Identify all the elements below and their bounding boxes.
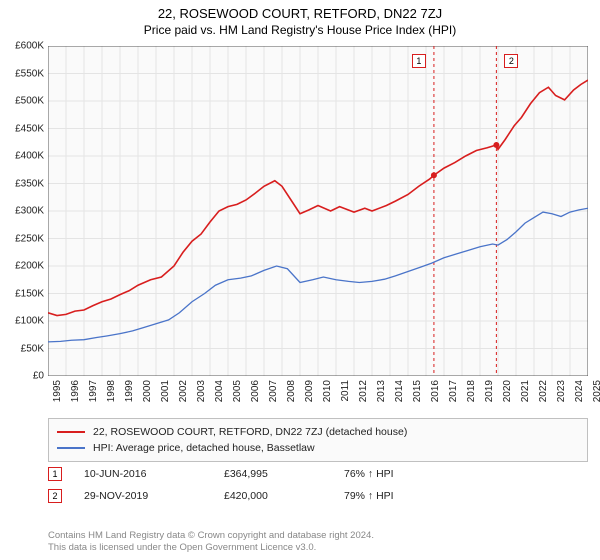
ytick-label: £500K bbox=[0, 96, 44, 107]
ytick-label: £450K bbox=[0, 123, 44, 134]
xtick-label: 2018 bbox=[466, 380, 477, 402]
xtick-label: 2019 bbox=[484, 380, 495, 402]
ytick-label: £600K bbox=[0, 41, 44, 52]
sale-row-2: 2 29-NOV-2019 £420,000 79% ↑ HPI bbox=[48, 486, 588, 506]
xtick-label: 2009 bbox=[304, 380, 315, 402]
sale-rows: 1 10-JUN-2016 £364,995 76% ↑ HPI 2 29-NO… bbox=[48, 462, 588, 506]
legend-swatch-hpi bbox=[57, 447, 85, 449]
ytick-label: £100K bbox=[0, 316, 44, 327]
sale-date-2: 29-NOV-2019 bbox=[84, 490, 224, 502]
legend-row-hpi: HPI: Average price, detached house, Bass… bbox=[57, 440, 579, 456]
xtick-label: 1999 bbox=[124, 380, 135, 402]
ytick-label: £150K bbox=[0, 288, 44, 299]
ytick-label: £550K bbox=[0, 68, 44, 79]
legend-row-property: 22, ROSEWOOD COURT, RETFORD, DN22 7ZJ (d… bbox=[57, 424, 579, 440]
title-subtitle: Price paid vs. HM Land Registry's House … bbox=[0, 23, 600, 37]
xtick-label: 1996 bbox=[70, 380, 81, 402]
sale-callout-2: 2 bbox=[504, 54, 518, 68]
xtick-label: 2022 bbox=[538, 380, 549, 402]
xtick-label: 2006 bbox=[250, 380, 261, 402]
xtick-label: 2025 bbox=[592, 380, 600, 402]
xtick-label: 2011 bbox=[340, 380, 351, 402]
xtick-label: 2014 bbox=[394, 380, 405, 402]
xtick-label: 2023 bbox=[556, 380, 567, 402]
xtick-label: 2004 bbox=[214, 380, 225, 402]
xtick-label: 1998 bbox=[106, 380, 117, 402]
xtick-label: 2005 bbox=[232, 380, 243, 402]
xtick-label: 2015 bbox=[412, 380, 423, 402]
legend-label-property: 22, ROSEWOOD COURT, RETFORD, DN22 7ZJ (d… bbox=[93, 426, 407, 438]
title-block: 22, ROSEWOOD COURT, RETFORD, DN22 7ZJ Pr… bbox=[0, 0, 600, 37]
xtick-label: 2008 bbox=[286, 380, 297, 402]
sale-hpi-2: 79% ↑ HPI bbox=[344, 490, 464, 502]
xtick-label: 2013 bbox=[376, 380, 387, 402]
ytick-label: £200K bbox=[0, 261, 44, 272]
xtick-label: 2020 bbox=[502, 380, 513, 402]
chart-plot-area bbox=[48, 46, 588, 376]
xtick-label: 2010 bbox=[322, 380, 333, 402]
xtick-label: 2002 bbox=[178, 380, 189, 402]
legend-swatch-property bbox=[57, 431, 85, 433]
ytick-label: £350K bbox=[0, 178, 44, 189]
footer: Contains HM Land Registry data © Crown c… bbox=[48, 530, 588, 554]
xtick-label: 2024 bbox=[574, 380, 585, 402]
ytick-label: £0 bbox=[0, 371, 44, 382]
chart-container: 22, ROSEWOOD COURT, RETFORD, DN22 7ZJ Pr… bbox=[0, 0, 600, 560]
xtick-label: 2012 bbox=[358, 380, 369, 402]
sale-callout-1: 1 bbox=[412, 54, 426, 68]
sale-price-1: £364,995 bbox=[224, 468, 344, 480]
xtick-label: 2007 bbox=[268, 380, 279, 402]
legend: 22, ROSEWOOD COURT, RETFORD, DN22 7ZJ (d… bbox=[48, 418, 588, 462]
legend-label-hpi: HPI: Average price, detached house, Bass… bbox=[93, 442, 315, 454]
xtick-label: 2001 bbox=[160, 380, 171, 402]
footer-line-2: This data is licensed under the Open Gov… bbox=[48, 542, 588, 554]
chart-svg bbox=[48, 46, 588, 376]
xtick-label: 1997 bbox=[88, 380, 99, 402]
xtick-label: 2000 bbox=[142, 380, 153, 402]
sale-row-1: 1 10-JUN-2016 £364,995 76% ↑ HPI bbox=[48, 464, 588, 484]
xtick-label: 2021 bbox=[520, 380, 531, 402]
sale-price-2: £420,000 bbox=[224, 490, 344, 502]
xtick-label: 2016 bbox=[430, 380, 441, 402]
ytick-label: £400K bbox=[0, 151, 44, 162]
sale-marker-2: 2 bbox=[48, 489, 62, 503]
xtick-label: 1995 bbox=[52, 380, 63, 402]
sale-hpi-1: 76% ↑ HPI bbox=[344, 468, 464, 480]
ytick-label: £50K bbox=[0, 343, 44, 354]
footer-line-1: Contains HM Land Registry data © Crown c… bbox=[48, 530, 588, 542]
ytick-label: £300K bbox=[0, 206, 44, 217]
ytick-label: £250K bbox=[0, 233, 44, 244]
xtick-label: 2003 bbox=[196, 380, 207, 402]
xtick-label: 2017 bbox=[448, 380, 459, 402]
sale-date-1: 10-JUN-2016 bbox=[84, 468, 224, 480]
title-address: 22, ROSEWOOD COURT, RETFORD, DN22 7ZJ bbox=[0, 6, 600, 21]
sale-marker-1: 1 bbox=[48, 467, 62, 481]
